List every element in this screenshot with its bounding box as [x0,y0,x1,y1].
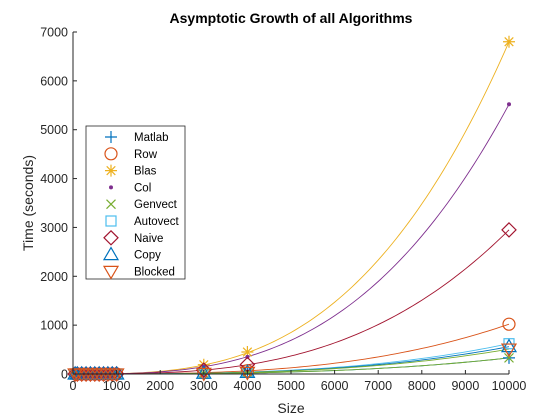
data-point [501,222,517,238]
x-tick-label: 6000 [321,379,349,393]
legend-item-blocked: Blocked [102,265,175,280]
x-ticks: 0 1000 2000 3000 4000 5000 6000 7000 8000 9000 100… [70,370,527,393]
data-point [500,343,518,358]
legend-label: Row [134,149,158,161]
x-tick-label: 3000 [190,379,218,393]
chart-title: Asymptotic Growth of all Algorithms [170,10,413,26]
legend-item-genvect: Genvect [106,199,178,211]
legend-label: Genvect [134,199,178,211]
legend-box [85,125,186,280]
y-tick-label: 1000 [40,319,68,333]
legend-item-col: Col [109,182,151,194]
data-point [503,35,515,48]
legend-label: Copy [134,250,161,262]
y-tick-label: 4000 [40,172,68,186]
fit-curve-naive [73,229,510,375]
y-tick-label: 7000 [40,26,68,40]
fit-curve-col [73,104,510,375]
y-tick-label: 5000 [40,123,68,137]
legend-item-naive: Naive [103,229,163,246]
legend-item-blas: Blas [105,164,157,178]
y-ticks: 0 1000 2000 3000 4000 5000 6000 7000 [40,26,77,382]
y-axis-title: Time (seconds) [20,155,36,251]
legend-label: Naive [134,233,163,245]
data-point [239,364,256,378]
x-tick-label: 0 [70,379,77,393]
legend-marker [106,199,116,210]
legend-marker [102,265,120,280]
data-point [239,366,256,381]
legend-marker [105,131,117,143]
legend-label: Matlab [134,132,169,144]
legend-marker [105,215,117,227]
legend-item-autovect: Autovect [105,215,180,228]
legend: Matlab Row Blas Col Genvect Autovect Naive Copy… [85,125,186,280]
legend-marker [103,229,119,246]
legend-label: Col [134,182,151,194]
legend-label: Blas [134,166,157,178]
data-point [241,346,254,359]
data-point [502,317,516,331]
legend-marker [102,246,120,261]
legend-items: Matlab Row Blas Col Genvect Autovect Naive Copy… [102,131,180,280]
legend-item-matlab: Matlab [105,131,169,144]
legend-label: Autovect [134,216,180,228]
x-tick-label: 7000 [364,379,392,393]
x-tick-label: 9000 [451,379,479,393]
x-tick-label: 4000 [233,379,261,393]
data-point [500,338,518,353]
legend-marker [109,185,113,190]
data-point [504,352,514,363]
data-point [108,368,125,383]
x-tick-label: 1000 [103,379,131,393]
y-tick-label: 2000 [40,270,68,284]
x-tick-label: 5000 [277,379,305,393]
legend-marker [104,147,118,161]
data-point [507,102,511,107]
data-point [195,362,212,378]
y-tick-label: 6000 [40,74,68,88]
x-tick-label: 8000 [408,379,436,393]
x-axis-title: Size [277,400,304,416]
y-tick-label: 3000 [40,221,68,235]
legend-item-row: Row [104,147,158,161]
legend-label: Blocked [134,266,175,278]
x-tick-label: 2000 [146,379,174,393]
legend-item-copy: Copy [102,246,161,262]
data-point [195,365,212,379]
legend-marker [105,164,117,177]
y-tick-label: 0 [61,368,68,382]
x-tick-label: 10000 [492,379,527,393]
